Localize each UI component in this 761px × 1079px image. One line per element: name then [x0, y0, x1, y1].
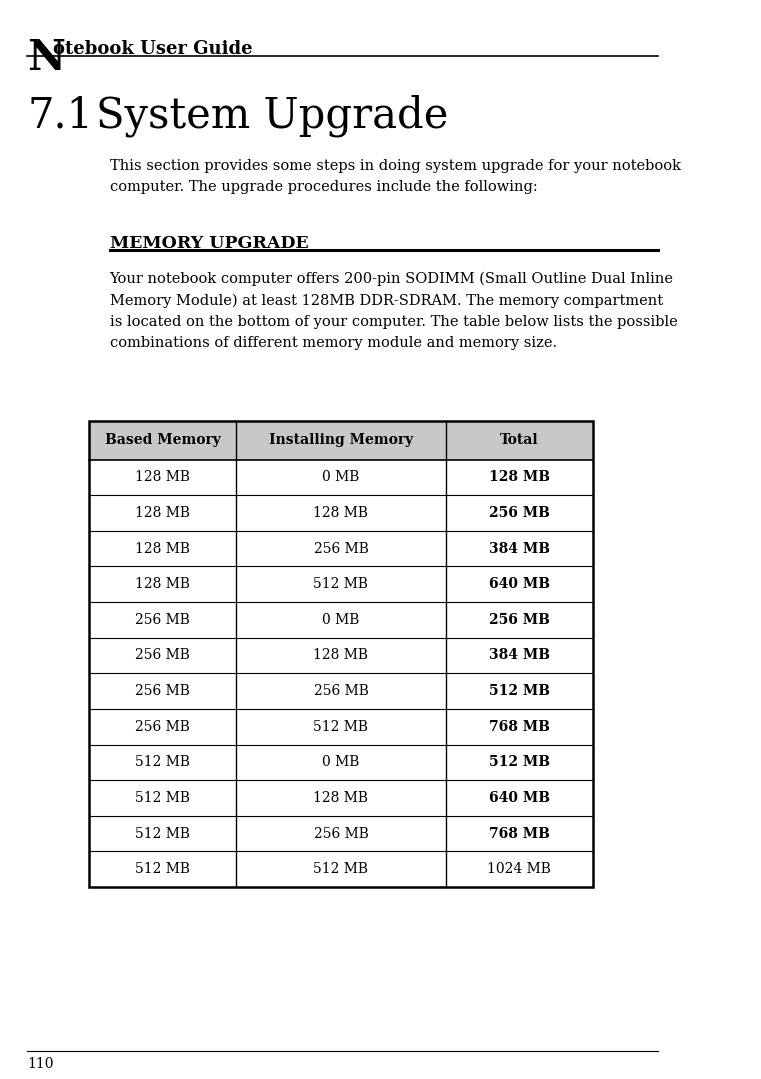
- Text: N: N: [27, 37, 65, 79]
- Text: 512 MB: 512 MB: [489, 684, 549, 698]
- Text: 512 MB: 512 MB: [314, 577, 368, 591]
- Text: 0 MB: 0 MB: [323, 755, 360, 769]
- Text: 384 MB: 384 MB: [489, 648, 549, 663]
- Text: 128 MB: 128 MB: [314, 648, 368, 663]
- Text: 512 MB: 512 MB: [135, 862, 190, 876]
- Text: 128 MB: 128 MB: [135, 542, 190, 556]
- Text: 256 MB: 256 MB: [135, 684, 190, 698]
- Text: 0 MB: 0 MB: [323, 613, 360, 627]
- Text: This section provides some steps in doing system upgrade for your notebook
compu: This section provides some steps in doin…: [110, 159, 680, 194]
- Text: 768 MB: 768 MB: [489, 720, 549, 734]
- Text: 128 MB: 128 MB: [135, 470, 190, 484]
- Text: 512 MB: 512 MB: [135, 827, 190, 841]
- Text: 256 MB: 256 MB: [135, 720, 190, 734]
- Text: 1024 MB: 1024 MB: [487, 862, 551, 876]
- Text: 128 MB: 128 MB: [314, 791, 368, 805]
- Text: 7.1: 7.1: [27, 95, 94, 137]
- Text: 256 MB: 256 MB: [135, 613, 190, 627]
- Text: 384 MB: 384 MB: [489, 542, 549, 556]
- Text: 512 MB: 512 MB: [135, 755, 190, 769]
- Text: 256 MB: 256 MB: [135, 648, 190, 663]
- Text: 512 MB: 512 MB: [489, 755, 549, 769]
- Bar: [89, 421, 593, 887]
- Text: 256 MB: 256 MB: [314, 827, 368, 841]
- Text: 128 MB: 128 MB: [489, 470, 549, 484]
- Text: MEMORY UPGRADE: MEMORY UPGRADE: [110, 235, 308, 252]
- Text: 0 MB: 0 MB: [323, 470, 360, 484]
- Text: 256 MB: 256 MB: [489, 613, 549, 627]
- Text: System Upgrade: System Upgrade: [96, 95, 448, 137]
- Text: 768 MB: 768 MB: [489, 827, 549, 841]
- Text: otebook User Guide: otebook User Guide: [53, 40, 253, 58]
- Text: Your notebook computer offers 200-pin SODIMM (Small Outline Dual Inline
Memory M: Your notebook computer offers 200-pin SO…: [110, 272, 677, 351]
- Text: 640 MB: 640 MB: [489, 791, 549, 805]
- Text: 128 MB: 128 MB: [314, 506, 368, 520]
- Text: 128 MB: 128 MB: [135, 506, 190, 520]
- Text: 640 MB: 640 MB: [489, 577, 549, 591]
- Text: 128 MB: 128 MB: [135, 577, 190, 591]
- Text: 512 MB: 512 MB: [135, 791, 190, 805]
- Text: 110: 110: [27, 1057, 54, 1071]
- Text: 512 MB: 512 MB: [314, 720, 368, 734]
- Text: Installing Memory: Installing Memory: [269, 434, 413, 447]
- Text: Based Memory: Based Memory: [105, 434, 221, 447]
- Text: 256 MB: 256 MB: [314, 684, 368, 698]
- Text: 256 MB: 256 MB: [314, 542, 368, 556]
- Text: Total: Total: [500, 434, 539, 447]
- Text: 512 MB: 512 MB: [314, 862, 368, 876]
- Text: 256 MB: 256 MB: [489, 506, 549, 520]
- Bar: [89, 421, 593, 460]
